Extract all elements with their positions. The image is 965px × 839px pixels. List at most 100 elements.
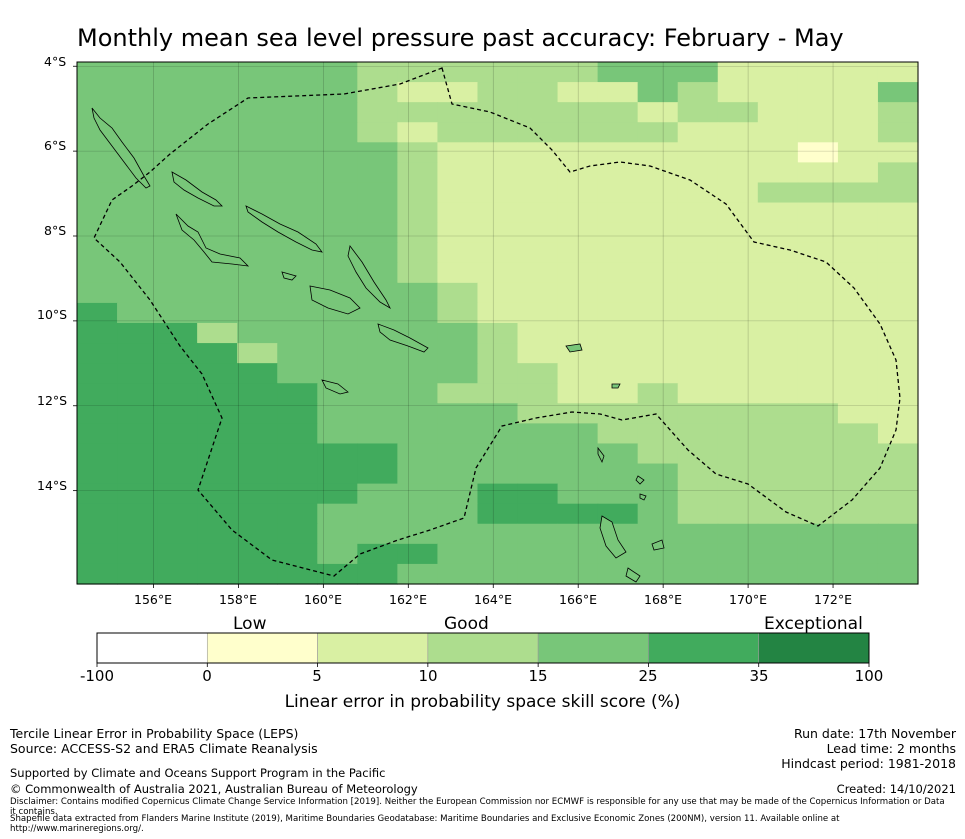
skill-cell	[557, 142, 599, 163]
skill-cell	[797, 383, 839, 404]
skill-cell	[157, 122, 198, 143]
skill-cell	[437, 563, 479, 585]
skill-cell	[317, 483, 358, 505]
skill-cell	[477, 483, 519, 505]
skill-cell	[317, 403, 358, 424]
skill-cell	[517, 62, 559, 83]
skill-cell	[197, 62, 238, 83]
skill-cell	[517, 343, 559, 364]
island-choiseul	[171, 171, 223, 207]
skill-cell	[477, 102, 519, 123]
skill-cell	[277, 182, 318, 204]
skill-cell	[677, 242, 719, 264]
skill-cell	[797, 343, 839, 364]
skill-cell	[837, 403, 879, 424]
skill-cell	[637, 563, 679, 585]
skill-cell	[317, 523, 358, 545]
skill-cell	[797, 82, 839, 103]
skill-cell	[677, 483, 719, 505]
skill-cell	[637, 262, 679, 284]
skill-cell	[157, 343, 198, 364]
skill-cell	[717, 563, 759, 585]
skill-cell	[517, 202, 559, 224]
skill-cell	[877, 242, 919, 264]
skill-cell	[557, 262, 599, 284]
skill-cell	[317, 443, 358, 465]
skill-cell	[157, 62, 198, 83]
skill-cell	[437, 323, 479, 344]
skill-cell	[877, 403, 919, 424]
skill-cell	[837, 503, 879, 525]
skill-cell	[357, 483, 398, 505]
skill-cell	[837, 102, 879, 123]
skill-cell	[757, 463, 799, 485]
skill-cell	[677, 102, 719, 123]
skill-cell	[637, 162, 679, 184]
skill-cell	[77, 302, 118, 324]
skill-cell	[317, 242, 358, 264]
skill-cell	[157, 302, 198, 324]
skill-cell	[237, 363, 278, 384]
skill-cell	[277, 443, 318, 465]
skill-cell	[277, 122, 318, 143]
skill-cell	[677, 563, 719, 585]
skill-cell	[237, 62, 278, 83]
skill-cell	[837, 483, 879, 505]
skill-cell	[597, 102, 639, 123]
skill-cell	[677, 343, 719, 364]
skill-cell	[157, 543, 198, 565]
skill-cell	[397, 102, 439, 123]
skill-cell	[517, 242, 559, 264]
colorbar-category-low: Low	[233, 614, 267, 634]
skill-cell	[557, 122, 599, 143]
skill-cell	[117, 102, 158, 123]
skill-cell	[397, 162, 439, 184]
skill-cell	[837, 242, 879, 264]
skill-cell	[477, 202, 519, 224]
skill-cell	[797, 483, 839, 505]
colorbar-tick-label: 15	[528, 667, 548, 685]
skill-cell	[397, 122, 439, 143]
skill-cell	[357, 302, 398, 324]
skill-cell	[357, 543, 398, 565]
skill-cell	[277, 363, 318, 384]
skill-cell	[717, 323, 759, 344]
skill-cell	[357, 82, 398, 103]
island-small-3	[639, 493, 647, 501]
skill-cell	[637, 122, 679, 143]
skill-cell	[437, 543, 479, 565]
skill-cell	[357, 62, 398, 83]
lat-label-4s: 4°S	[44, 54, 67, 69]
skill-cell	[517, 463, 559, 485]
skill-cell	[277, 403, 318, 424]
skill-cell	[637, 102, 679, 123]
skill-cell	[237, 483, 278, 505]
skill-cell	[517, 403, 559, 424]
skill-cell	[437, 242, 479, 264]
skill-cell	[837, 62, 879, 83]
shapefile-text: Shapefile data extracted from Flanders M…	[10, 814, 840, 834]
skill-cell	[637, 182, 679, 204]
skill-cell	[437, 403, 479, 424]
skill-cell	[477, 302, 519, 324]
skill-cell	[157, 503, 198, 525]
skill-cell	[477, 62, 519, 83]
skill-cell	[437, 523, 479, 545]
skill-cell	[317, 543, 358, 565]
skill-cell	[117, 282, 158, 304]
skill-cell	[797, 302, 839, 324]
skill-cell	[397, 523, 439, 545]
skill-cell	[277, 503, 318, 525]
skill-cell	[477, 242, 519, 264]
skill-cell	[717, 302, 759, 324]
skill-cell	[197, 503, 238, 525]
skill-cell	[157, 323, 198, 344]
skill-cell	[837, 82, 879, 103]
skill-cell	[837, 463, 879, 485]
skill-cell	[277, 142, 318, 163]
skill-cell	[477, 262, 519, 284]
skill-cell	[557, 503, 599, 525]
skill-cell	[797, 363, 839, 384]
skill-cell	[237, 102, 278, 123]
skill-cell	[557, 483, 599, 505]
